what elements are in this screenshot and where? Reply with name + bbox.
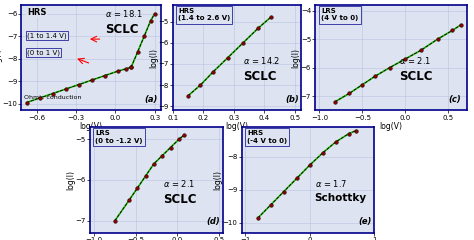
Point xyxy=(332,140,339,144)
Point xyxy=(346,91,353,95)
Y-axis label: log(I): log(I) xyxy=(214,170,223,190)
Point xyxy=(254,216,262,220)
Point xyxy=(140,34,148,38)
Y-axis label: log(I): log(I) xyxy=(292,48,301,68)
Point xyxy=(150,162,158,166)
Point xyxy=(239,41,247,45)
Text: SCLC: SCLC xyxy=(399,70,432,83)
Text: (e): (e) xyxy=(358,217,372,227)
Point xyxy=(267,203,274,207)
Text: Ohmic conduction: Ohmic conduction xyxy=(24,95,82,100)
Text: SCLC: SCLC xyxy=(105,23,139,36)
Point xyxy=(142,174,149,178)
Point xyxy=(23,101,30,104)
Point xyxy=(122,67,130,71)
Point xyxy=(280,190,288,193)
Text: $\alpha$ = 2.1: $\alpha$ = 2.1 xyxy=(163,178,195,189)
Point xyxy=(49,92,56,96)
Point xyxy=(358,83,366,87)
Text: (d): (d) xyxy=(207,217,220,227)
Text: $\alpha$ = 18.1: $\alpha$ = 18.1 xyxy=(105,8,143,19)
Point xyxy=(319,151,327,155)
X-axis label: log(V): log(V) xyxy=(226,122,248,131)
Text: HRS
(-4 V to 0): HRS (-4 V to 0) xyxy=(247,130,287,144)
Point xyxy=(75,83,82,86)
Point xyxy=(209,71,217,74)
Point xyxy=(147,19,155,23)
Y-axis label: log(I): log(I) xyxy=(66,170,75,190)
Y-axis label: log(I): log(I) xyxy=(0,48,2,68)
Text: $\alpha$ = 2.1: $\alpha$ = 2.1 xyxy=(399,55,431,66)
Point xyxy=(175,138,182,141)
Point xyxy=(448,29,456,32)
Point xyxy=(417,48,424,52)
Point xyxy=(111,219,118,222)
Text: Schottky: Schottky xyxy=(315,193,367,203)
Text: HRS: HRS xyxy=(27,8,46,17)
Text: (b): (b) xyxy=(286,95,300,104)
Point xyxy=(128,65,135,69)
Point xyxy=(151,12,158,16)
Point xyxy=(134,186,141,190)
Text: SCLC: SCLC xyxy=(244,70,277,83)
Point xyxy=(197,83,204,87)
Text: $\alpha$ = 1.7: $\alpha$ = 1.7 xyxy=(315,178,346,189)
X-axis label: log(V): log(V) xyxy=(80,122,103,131)
Point xyxy=(114,69,122,73)
Point xyxy=(36,96,44,100)
Point xyxy=(386,66,393,70)
Text: (0 to 1 V): (0 to 1 V) xyxy=(27,49,60,56)
Point xyxy=(134,50,141,54)
Y-axis label: log(I): log(I) xyxy=(149,48,158,68)
Point xyxy=(401,57,409,61)
Text: LRS
(4 V to 0): LRS (4 V to 0) xyxy=(321,8,358,21)
Point xyxy=(88,78,96,82)
Text: SCLC: SCLC xyxy=(163,193,197,206)
Point xyxy=(457,23,465,27)
Point xyxy=(101,74,109,78)
Point xyxy=(184,94,192,97)
Point xyxy=(62,87,70,91)
Point xyxy=(128,65,135,69)
Text: (c): (c) xyxy=(449,95,461,104)
Text: (1 to 1.4 V): (1 to 1.4 V) xyxy=(27,32,66,39)
Point xyxy=(293,176,301,180)
Point xyxy=(306,163,313,167)
Point xyxy=(255,26,262,30)
Text: (a): (a) xyxy=(145,95,158,104)
Point xyxy=(224,56,232,60)
X-axis label: log(V): log(V) xyxy=(380,122,402,131)
Point xyxy=(125,198,133,202)
Point xyxy=(331,100,339,104)
Point xyxy=(353,129,360,132)
Text: $\alpha$ = 14.2: $\alpha$ = 14.2 xyxy=(244,55,281,66)
Text: LRS
(0 to -1.2 V): LRS (0 to -1.2 V) xyxy=(95,130,143,144)
Text: HRS
(1.4 to 2.6 V): HRS (1.4 to 2.6 V) xyxy=(178,8,230,21)
Point xyxy=(267,16,274,19)
Point xyxy=(345,132,352,136)
Point xyxy=(158,154,166,157)
Point xyxy=(180,133,188,137)
Point xyxy=(434,37,442,41)
Point xyxy=(167,146,174,150)
Point xyxy=(372,74,379,78)
